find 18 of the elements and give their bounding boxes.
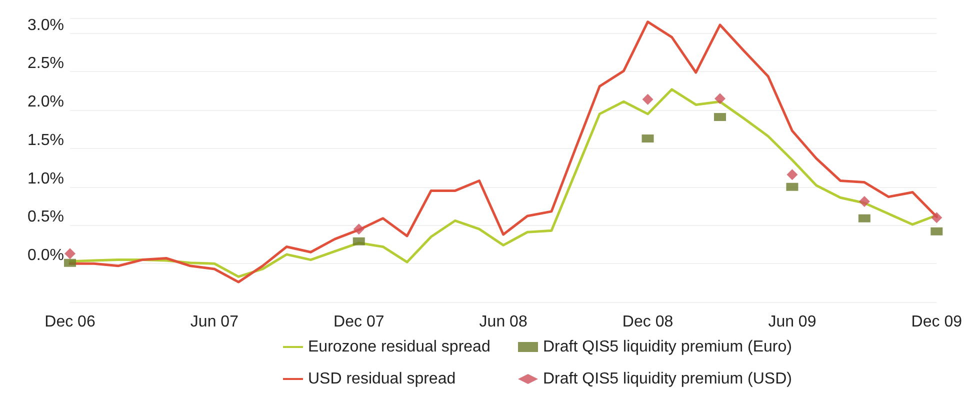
legend-label: USD residual spread xyxy=(308,370,456,388)
legend-label: Draft QIS5 liquidity premium (Euro) xyxy=(543,338,792,356)
y-tick-label: 1.5% xyxy=(28,132,64,149)
x-tick-label: Dec 08 xyxy=(622,314,674,330)
legend-label: Draft QIS5 liquidity premium (USD) xyxy=(543,370,792,388)
x-tick-label: Dec 07 xyxy=(334,314,384,330)
y-tick-label: 0.5% xyxy=(28,208,64,226)
legend-label: Eurozone residual spread xyxy=(308,338,490,356)
y-tick-label: 0.0% xyxy=(28,247,64,264)
x-tick-label: Dec 06 xyxy=(44,314,96,330)
x-tick-label: Jun 07 xyxy=(190,314,239,330)
y-tick-label: 3.0% xyxy=(28,16,64,34)
x-tick-label: Jun 09 xyxy=(768,314,816,330)
y-tick-label: 1.0% xyxy=(28,170,64,188)
y-tick-label: 2.5% xyxy=(28,55,64,72)
x-tick-label: Jun 08 xyxy=(479,314,528,330)
y-tick-label: 2.0% xyxy=(28,94,64,111)
x-tick-label: Dec 09 xyxy=(911,314,962,330)
